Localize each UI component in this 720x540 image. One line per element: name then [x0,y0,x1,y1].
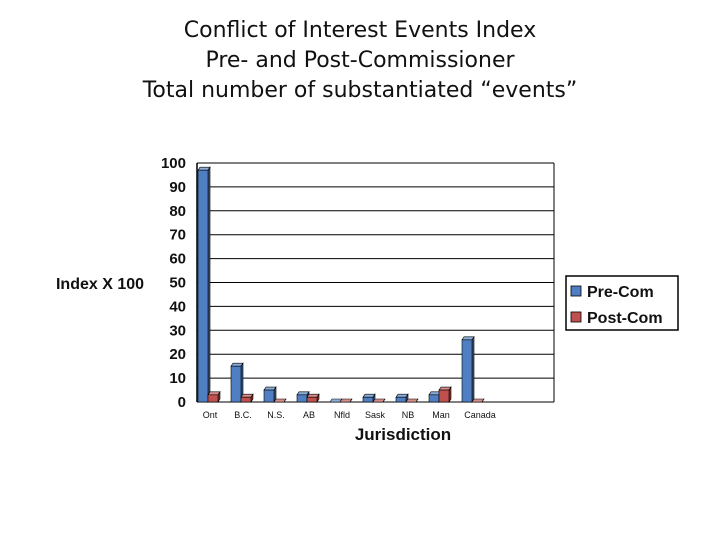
y-tick-80: 80 [169,203,186,220]
y-tick-70: 70 [169,227,186,244]
x-tick-8: Canada [464,410,496,420]
bar-pre-com-1 [230,362,244,403]
y-tick-10: 10 [169,370,186,387]
bar-pre-com-5 [362,393,376,403]
x-tick-2: N.S. [267,410,285,420]
bar-post-com-8 [471,398,485,403]
y-tick-20: 20 [169,346,186,363]
legend-label-post-com: Post-Com [587,310,663,327]
y-tick-30: 30 [169,322,186,339]
bars [197,166,485,403]
x-tick-3: AB [303,410,315,420]
bar-post-com-1 [240,393,254,403]
x-tick-6: NB [402,410,415,420]
bar-post-com-5 [372,398,386,403]
gridlines [196,162,555,403]
bar-post-com-3 [306,393,320,403]
bar-post-com-2 [273,398,287,403]
y-axis-title: Index X 100 [56,276,144,293]
x-tick-0: Ont [203,410,218,420]
y-tick-50: 50 [169,275,186,292]
title-line-3: Total number of substantiated “events” [142,78,578,103]
title-line-2: Pre- and Post-Commissioner [205,48,515,73]
y-tick-90: 90 [169,179,186,196]
x-category-labels: Ont B.C. N.S. AB Nfld Sask NB Man Canada [203,410,496,420]
y-tick-0: 0 [178,394,186,411]
bar-pre-com-8 [461,335,475,403]
bar-post-com-7 [438,386,452,403]
y-tick-60: 60 [169,251,186,268]
legend: Pre-Com Post-Com [565,275,679,331]
y-tick-100: 100 [161,155,186,172]
x-tick-5: Sask [365,410,386,420]
x-tick-7: Man [432,410,450,420]
legend-frame [565,275,679,331]
title-line-1: Conflict of Interest Events Index [183,18,537,43]
slide-title: Conflict of Interest Events Index Pre- a… [0,16,720,106]
legend-swatch-post-com [570,311,582,323]
legend-label-pre-com: Pre-Com [587,284,654,301]
y-tick-labels: 0 10 20 30 40 50 60 70 80 90 100 [161,155,186,411]
x-axis-title: Jurisdiction [355,425,451,444]
bar-post-com-4 [339,398,353,403]
x-tick-4: Nfld [334,410,350,420]
bar-pre-com-6 [395,393,409,403]
x-tick-1: B.C. [234,410,252,420]
bar-post-com-6 [405,398,419,403]
bar-post-com-0 [207,390,221,403]
legend-swatch-pre-com [570,285,582,297]
y-tick-40: 40 [169,298,186,315]
bar-pre-com-0 [197,166,211,403]
bar-pre-com-2 [263,386,277,403]
